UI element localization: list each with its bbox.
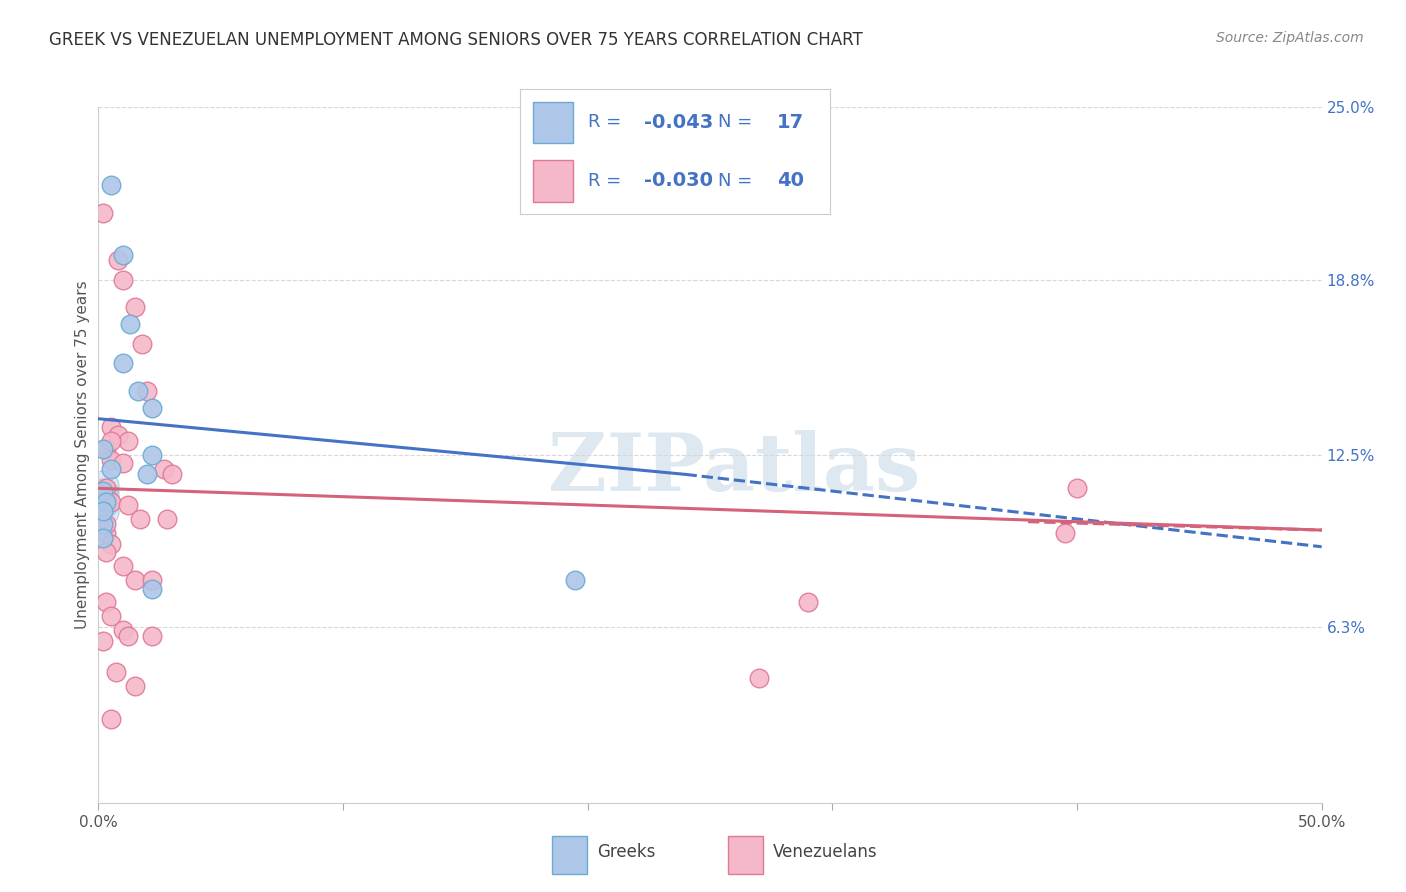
Point	[94, 545, 117, 559]
Text: -0.043: -0.043	[644, 112, 713, 132]
Point	[107, 428, 129, 442]
Point	[564, 573, 586, 587]
Point	[117, 629, 139, 643]
FancyBboxPatch shape	[551, 837, 588, 874]
Point	[94, 442, 117, 457]
Point	[100, 495, 122, 509]
Point	[94, 595, 117, 609]
Point	[127, 384, 149, 398]
Point	[100, 420, 122, 434]
Point	[91, 206, 114, 220]
Point	[100, 609, 122, 624]
Point	[100, 712, 122, 726]
Point	[91, 532, 114, 546]
Point	[111, 247, 134, 261]
Text: Source: ZipAtlas.com: Source: ZipAtlas.com	[1216, 31, 1364, 45]
Point	[91, 503, 114, 517]
Text: Venezuelans: Venezuelans	[773, 843, 877, 861]
Point	[100, 462, 122, 476]
Point	[91, 487, 114, 501]
Point	[1066, 481, 1088, 495]
Point	[117, 498, 139, 512]
Point	[1053, 525, 1076, 540]
Point	[91, 442, 114, 457]
Point	[129, 512, 152, 526]
Point	[160, 467, 183, 482]
Point	[748, 671, 770, 685]
Text: Greeks: Greeks	[598, 843, 657, 861]
Point	[91, 634, 114, 648]
FancyBboxPatch shape	[533, 161, 572, 202]
Point	[100, 537, 122, 551]
Point	[797, 595, 820, 609]
Point	[94, 495, 117, 509]
Point	[156, 512, 179, 526]
Point	[153, 462, 176, 476]
Point	[91, 503, 114, 517]
Point	[124, 573, 146, 587]
Point	[111, 624, 134, 638]
Point	[107, 253, 129, 268]
Point	[104, 665, 127, 679]
Text: R =: R =	[588, 172, 627, 190]
Point	[111, 456, 134, 470]
Point	[141, 573, 163, 587]
Point	[91, 517, 114, 532]
Point	[141, 448, 163, 462]
Text: GREEK VS VENEZUELAN UNEMPLOYMENT AMONG SENIORS OVER 75 YEARS CORRELATION CHART: GREEK VS VENEZUELAN UNEMPLOYMENT AMONG S…	[49, 31, 863, 49]
Text: -0.030: -0.030	[644, 171, 713, 191]
Point	[94, 481, 117, 495]
FancyBboxPatch shape	[533, 102, 572, 143]
Point	[100, 178, 122, 192]
Point	[120, 317, 142, 331]
Point	[111, 559, 134, 574]
Text: N =: N =	[718, 113, 758, 131]
Point	[117, 434, 139, 448]
Point	[111, 272, 134, 286]
Point	[91, 478, 114, 492]
Point	[136, 467, 159, 482]
Point	[100, 453, 122, 467]
Text: ZIPatlas: ZIPatlas	[548, 430, 921, 508]
Point	[141, 629, 163, 643]
Text: 40: 40	[778, 171, 804, 191]
Point	[100, 434, 122, 448]
Y-axis label: Unemployment Among Seniors over 75 years: Unemployment Among Seniors over 75 years	[75, 281, 90, 629]
FancyBboxPatch shape	[728, 837, 762, 874]
Text: N =: N =	[718, 172, 758, 190]
Text: 17: 17	[778, 112, 804, 132]
Point	[141, 582, 163, 596]
Text: R =: R =	[588, 113, 627, 131]
Point	[124, 679, 146, 693]
Point	[131, 336, 153, 351]
Point	[94, 517, 117, 532]
Point	[94, 525, 117, 540]
Point	[91, 495, 114, 509]
Point	[111, 356, 134, 370]
Point	[136, 384, 159, 398]
Point	[124, 301, 146, 315]
Point	[91, 484, 114, 499]
Point	[141, 401, 163, 415]
